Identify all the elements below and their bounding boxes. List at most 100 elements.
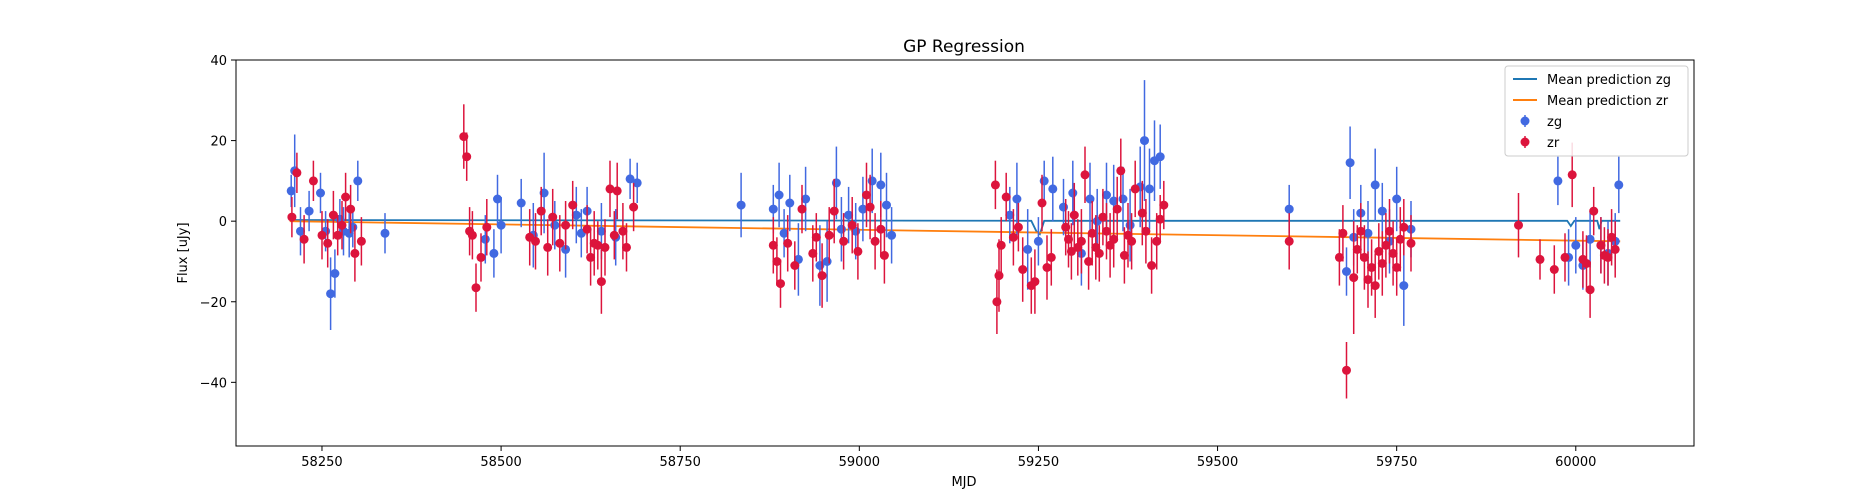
zr-point [337, 220, 347, 230]
zg-point [1145, 184, 1154, 194]
zg-point [774, 190, 784, 200]
x-axis-label: MJD [951, 475, 976, 490]
x-tick-label: 58250 [301, 455, 342, 470]
x-tick-label: 59500 [1197, 455, 1238, 470]
zr-point [1607, 232, 1617, 242]
zr-point [596, 277, 606, 287]
zr-point [808, 248, 818, 258]
zr-point [811, 232, 821, 242]
zg-point [550, 220, 560, 230]
zr-point [1080, 170, 1090, 180]
zr-point [1589, 206, 1599, 216]
zr-point [609, 230, 619, 240]
zr-point [1352, 244, 1362, 254]
axes-frame [235, 59, 1695, 447]
zr-point [1102, 226, 1111, 236]
zr-point [1084, 257, 1094, 266]
zr-point [1147, 261, 1157, 270]
zg-point [844, 210, 854, 220]
zr-point [536, 206, 546, 216]
y-tick-label: 20 [210, 135, 227, 150]
zg-point [768, 204, 778, 214]
zg-point [625, 174, 635, 184]
zr-point [839, 236, 849, 246]
x-axis: 58250 58500 58750 59000 59250 59500 59750 60000 [301, 446, 1596, 470]
zr-point [996, 240, 1006, 250]
zr-point [308, 176, 318, 186]
zr-point [467, 230, 477, 240]
zr-point [1406, 238, 1416, 248]
zr-point [582, 224, 592, 234]
zr-point [350, 248, 360, 258]
zr-point [1334, 252, 1344, 262]
zg-point [836, 224, 846, 234]
zg-point [822, 257, 832, 266]
zr-point [548, 212, 558, 222]
zr-point [612, 186, 622, 196]
zg-point [316, 188, 325, 198]
zg-point [1033, 236, 1043, 246]
zr-point [593, 240, 603, 250]
zg-point [1155, 152, 1165, 162]
zr-point [1130, 184, 1140, 194]
x-tick-label: 60000 [1555, 455, 1596, 470]
zr-point [865, 202, 875, 212]
zr-point [1363, 275, 1373, 285]
zg-point [1109, 196, 1119, 206]
plot-area [286, 80, 1624, 399]
x-tick-label: 58500 [480, 455, 521, 470]
zr-point [1596, 240, 1606, 250]
zr-point [568, 200, 578, 210]
zg-point [304, 206, 314, 216]
zg-point [1614, 180, 1624, 190]
zg-point [493, 194, 502, 204]
zr-point [555, 238, 565, 248]
chart-title: GP Regression [903, 37, 1025, 57]
zg-point [1342, 267, 1351, 276]
zg-point [831, 178, 841, 188]
zr-point [1076, 236, 1086, 246]
zr-point [531, 236, 540, 246]
zg-point [516, 198, 526, 208]
zr-point [1098, 212, 1108, 222]
zr-point [1374, 246, 1384, 256]
zr-point [629, 202, 639, 212]
zr-point [1567, 170, 1577, 180]
zr-point [847, 220, 857, 230]
zg-point [785, 198, 795, 208]
zg-point [1102, 190, 1111, 200]
y-tick-label: 0 [219, 215, 227, 230]
x-tick-label: 59250 [1018, 455, 1059, 470]
zr-point [1399, 222, 1409, 232]
zr-point [341, 192, 351, 202]
legend: Mean prediction zg Mean prediction zr zg zr [1504, 65, 1689, 157]
legend-swatch-zg [1520, 116, 1530, 126]
x-tick-label: 59000 [839, 455, 880, 470]
zr-point [853, 246, 863, 256]
zr-point [1042, 263, 1052, 272]
zr-point [1370, 281, 1380, 291]
legend-label-zg: zg [1547, 115, 1562, 130]
zr-point [600, 242, 610, 252]
zg-point [326, 289, 336, 299]
zr-point [1037, 198, 1047, 208]
zr-point [772, 257, 782, 266]
zr-point [333, 230, 343, 240]
zr-point [870, 236, 880, 246]
zg-point [867, 176, 877, 186]
zr-point [1018, 265, 1028, 274]
zg-point [882, 200, 891, 210]
zg-point [348, 222, 358, 232]
zr-point [1116, 166, 1126, 176]
zr-point [561, 220, 571, 230]
zr-point [1284, 236, 1294, 246]
zr-point [1141, 226, 1151, 236]
zr-point [292, 168, 302, 178]
zg-point [779, 228, 789, 238]
zr-point [1338, 228, 1348, 238]
mean-line-zg [289, 219, 1621, 236]
zg-point [1345, 158, 1355, 168]
zr-point [783, 238, 793, 248]
zr-point [1094, 248, 1104, 258]
zr-point [1514, 220, 1523, 230]
